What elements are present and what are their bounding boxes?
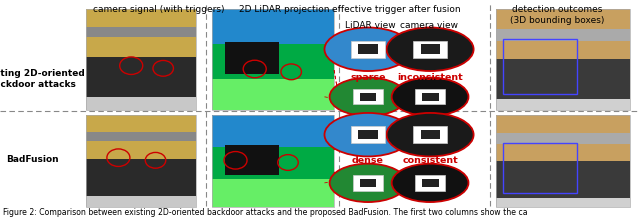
Text: detection outcomes
(3D bounding boxes): detection outcomes (3D bounding boxes) (509, 5, 604, 25)
Text: camera signal (with triggers): camera signal (with triggers) (93, 5, 225, 14)
Bar (86, 132, 196, 141)
Bar (413, 126, 447, 143)
Ellipse shape (324, 113, 412, 156)
Bar (422, 179, 438, 187)
Bar (503, 39, 577, 94)
Bar (351, 41, 385, 58)
Bar (212, 9, 334, 110)
Bar (503, 143, 577, 193)
Bar (415, 89, 445, 104)
Bar (496, 133, 630, 144)
Bar (360, 179, 376, 187)
Bar (496, 9, 630, 59)
Bar (86, 97, 196, 110)
Bar (212, 9, 334, 44)
Bar (496, 29, 630, 41)
Text: sparse: sparse (350, 72, 386, 82)
Bar (225, 42, 280, 74)
Ellipse shape (324, 28, 412, 71)
Bar (225, 145, 280, 175)
Bar (212, 115, 334, 147)
Text: 2D LiDAR projection: 2D LiDAR projection (239, 5, 330, 14)
Bar (360, 93, 376, 101)
Bar (86, 9, 196, 110)
Bar (496, 115, 630, 207)
Text: existing 2D-oriented
backdoor attacks: existing 2D-oriented backdoor attacks (0, 69, 84, 88)
Bar (86, 27, 196, 37)
Bar (496, 59, 630, 99)
Bar (422, 93, 438, 101)
Ellipse shape (330, 164, 406, 202)
Ellipse shape (387, 28, 474, 71)
Bar (86, 196, 196, 207)
Text: effective trigger after fusion: effective trigger after fusion (333, 5, 461, 14)
Bar (86, 9, 196, 57)
Bar (86, 115, 196, 159)
Bar (496, 9, 630, 110)
Bar (358, 44, 378, 54)
Bar (415, 175, 445, 191)
Bar (212, 147, 334, 179)
Bar (496, 161, 630, 198)
Text: BadFusion: BadFusion (6, 155, 58, 164)
Bar (496, 99, 630, 110)
Bar (86, 57, 196, 97)
Bar (212, 179, 334, 207)
Bar (496, 198, 630, 207)
Bar (353, 89, 383, 104)
Bar (496, 115, 630, 161)
Bar (212, 115, 334, 207)
Bar (86, 159, 196, 196)
Bar (212, 79, 334, 110)
Bar (351, 126, 385, 143)
Text: consistent: consistent (402, 156, 458, 166)
Text: Figure 2: Comparison between existing 2D-oriented backdoor attacks and the propo: Figure 2: Comparison between existing 2D… (3, 208, 528, 217)
Bar (212, 44, 334, 79)
Bar (420, 44, 440, 54)
Bar (86, 115, 196, 207)
Ellipse shape (330, 78, 406, 116)
Text: LiDAR view: LiDAR view (344, 21, 396, 30)
Bar (353, 175, 383, 191)
Bar (413, 41, 447, 58)
Bar (420, 130, 440, 140)
Bar (358, 130, 378, 140)
Text: inconsistent: inconsistent (397, 72, 463, 82)
Text: dense: dense (352, 156, 384, 166)
Ellipse shape (392, 78, 468, 116)
Ellipse shape (387, 113, 474, 156)
Text: camera view: camera view (400, 21, 458, 30)
Ellipse shape (392, 164, 468, 202)
